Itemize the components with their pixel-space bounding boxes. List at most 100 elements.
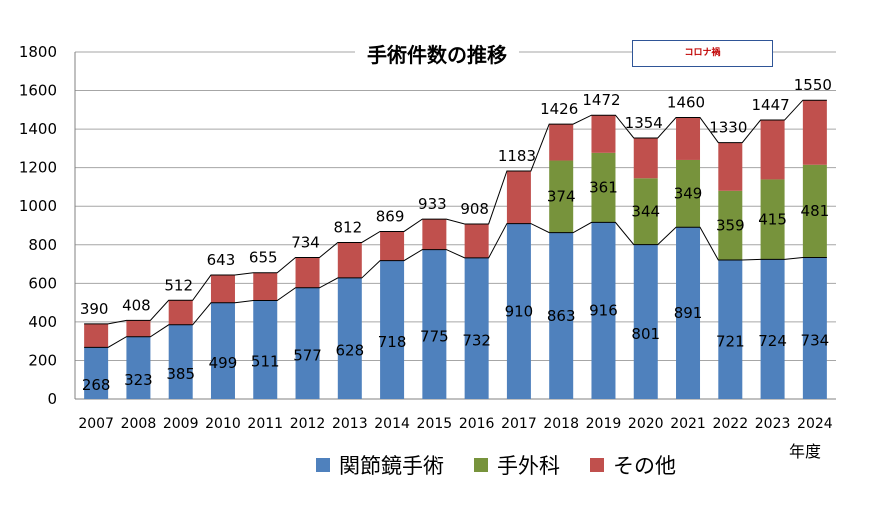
data-label: 415 (758, 210, 787, 228)
bar-segment (295, 287, 320, 399)
data-label: 721 (716, 333, 745, 351)
x-tick-label: 2024 (797, 416, 833, 432)
data-label: 916 (589, 302, 618, 320)
bar-segment (422, 219, 447, 250)
bar-segment (506, 170, 531, 224)
bar-segment (802, 257, 827, 399)
bar-segment (549, 124, 574, 161)
total-label: 734 (291, 234, 320, 252)
annotation-box: コロナ禍 (632, 40, 773, 67)
legend-label-other: その他 (613, 454, 676, 478)
bar-segment (760, 179, 785, 260)
data-label: 349 (674, 185, 703, 203)
x-tick-label: 2018 (543, 416, 579, 432)
data-label: 323 (124, 371, 153, 389)
data-label: 628 (335, 341, 364, 359)
data-label: 863 (547, 307, 576, 325)
chart-title: 手術件数の推移 (355, 40, 519, 70)
data-label: 891 (674, 304, 703, 322)
x-tick-label: 2017 (501, 416, 537, 432)
data-label: 511 (251, 353, 280, 371)
bar-segment (718, 142, 743, 191)
x-axis-unit: 年度 (789, 442, 822, 461)
bar-segment (126, 320, 151, 337)
total-label: 1354 (625, 114, 663, 132)
data-label: 374 (547, 188, 576, 206)
y-tick-label: 600 (28, 274, 57, 292)
bar-segment (168, 300, 193, 325)
bar-segment (718, 190, 743, 261)
total-label: 655 (249, 249, 278, 267)
y-tick-label: 1600 (19, 82, 57, 100)
bar-segment (464, 223, 489, 258)
y-tick-label: 200 (28, 351, 57, 369)
bar-segment (676, 227, 701, 399)
data-label: 775 (420, 327, 449, 345)
legend-swatch-hand-surgery (474, 458, 488, 472)
x-tick-label: 2012 (290, 416, 326, 432)
y-tick-label: 1400 (19, 120, 57, 138)
legend-swatch-arthroscopy (316, 458, 330, 472)
bar-segment (210, 302, 235, 399)
y-tick-label: 400 (28, 313, 57, 331)
arthroscopy-line (84, 221, 827, 348)
bar-segment (84, 323, 109, 348)
bar-segment (549, 160, 574, 233)
total-label: 408 (122, 296, 151, 314)
bar-segment (676, 117, 701, 160)
data-label: 499 (209, 354, 238, 372)
total-label: 643 (207, 251, 236, 269)
data-label: 481 (801, 202, 830, 220)
total-label: 1460 (667, 94, 705, 112)
bar-segment (760, 120, 785, 180)
bar-segment (506, 223, 531, 399)
total-label: 1472 (582, 91, 620, 109)
total-label: 1550 (794, 76, 832, 94)
total-line (84, 99, 827, 325)
data-label: 359 (716, 216, 745, 234)
y-tick-label: 1000 (19, 197, 57, 215)
x-tick-label: 2020 (628, 416, 664, 432)
y-tick-label: 1200 (19, 159, 57, 177)
data-label: 385 (166, 365, 195, 383)
data-label: 268 (82, 376, 111, 394)
y-tick-label: 0 (47, 390, 57, 408)
bar-segment (253, 272, 278, 301)
bar-segment (802, 164, 827, 258)
bar-segment (591, 152, 616, 223)
bar-segment (676, 159, 701, 228)
bar-segment (422, 249, 447, 399)
bar-segment (549, 232, 574, 399)
bar-segment (802, 100, 827, 165)
y-tick-label: 800 (28, 236, 57, 254)
legend-item-arthroscopy: 関節鏡手術 (316, 450, 444, 480)
legend-label-arthroscopy: 関節鏡手術 (339, 454, 444, 478)
bar-segment (126, 336, 151, 399)
total-label: 908 (460, 200, 489, 218)
bar-segment (633, 244, 658, 399)
bar-segment (591, 115, 616, 153)
bar-segment (337, 242, 362, 278)
x-tick-label: 2021 (670, 416, 706, 432)
total-label: 512 (164, 276, 193, 294)
bar-segment (210, 275, 235, 303)
legend: 関節鏡手術 手外科 その他 (316, 450, 676, 480)
total-label: 1447 (751, 96, 789, 114)
bar-segment (84, 347, 109, 399)
legend-swatch-other (590, 458, 604, 472)
x-tick-label: 2010 (205, 416, 241, 432)
x-tick-label: 2007 (78, 416, 114, 432)
bar-segment (633, 178, 658, 245)
data-label: 344 (631, 202, 660, 220)
bar-segment (168, 324, 193, 399)
bar-segment (295, 257, 320, 288)
data-label: 732 (462, 331, 491, 349)
bar-segment (591, 222, 616, 399)
bar-segment (633, 137, 658, 179)
legend-item-other: その他 (590, 450, 676, 480)
x-tick-label: 2009 (163, 416, 199, 432)
total-label: 869 (376, 207, 405, 225)
bar-segment (380, 260, 405, 399)
bar-segment (380, 231, 405, 261)
